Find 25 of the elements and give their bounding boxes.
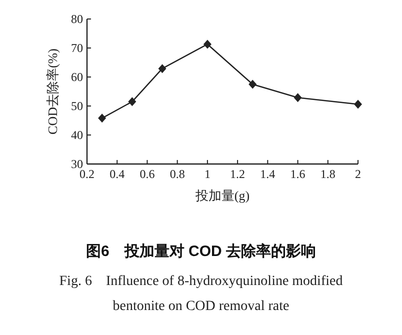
point <box>354 100 362 109</box>
x-tick-label: 1 <box>204 167 210 181</box>
x-tick-label: 2 <box>355 167 361 181</box>
x-tick-label: 1.8 <box>320 167 336 181</box>
text: 图6 投加量对 COD 去除率的影响 <box>86 242 316 260</box>
x-tick-label: 1.6 <box>290 167 306 181</box>
point <box>294 93 302 102</box>
y-tick-label: 80 <box>71 12 83 26</box>
y-tick-label: 60 <box>71 70 83 84</box>
x-tick-label: 0.4 <box>110 167 125 181</box>
point <box>158 64 166 74</box>
y-axis-title: COD去除率(%) <box>45 48 60 134</box>
x-tick-label: 1.4 <box>260 167 276 181</box>
point <box>98 114 106 123</box>
point <box>248 80 257 89</box>
point <box>128 97 136 106</box>
y-tick-label: 70 <box>71 41 83 55</box>
x-tick-label: 1.2 <box>230 167 246 181</box>
y-tick-label: 50 <box>71 99 83 113</box>
x-tick-label: 0.6 <box>140 167 155 181</box>
x-tick-label: 0.8 <box>170 167 185 181</box>
x-axis-title: 投加量(g) <box>194 188 250 203</box>
text: Fig. 6 Influence of 8-hydroxyquinoline modified bentonite on COD removal rate <box>59 274 343 314</box>
point <box>203 40 212 49</box>
y-tick-label: 40 <box>71 128 83 142</box>
